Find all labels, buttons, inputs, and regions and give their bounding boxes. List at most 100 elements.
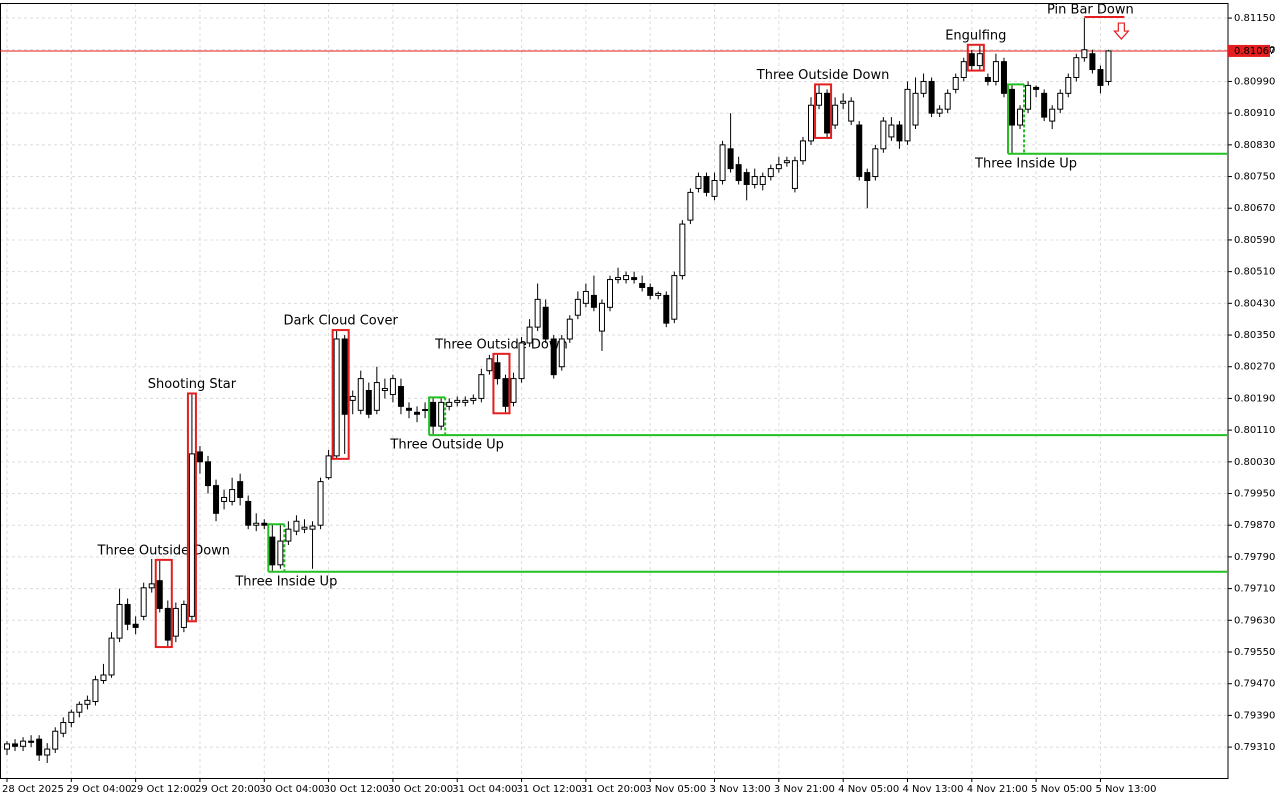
candle-body xyxy=(687,191,694,221)
candle-body xyxy=(317,481,324,526)
pattern-box xyxy=(186,392,197,623)
candle-body xyxy=(60,722,67,734)
candle-body xyxy=(824,92,831,134)
candle-body xyxy=(615,277,622,281)
candle-body xyxy=(880,120,887,150)
y-tick-label: 0.80670 xyxy=(1234,203,1275,214)
candle-body xyxy=(156,580,163,609)
pattern-label: Pin Bar Down xyxy=(1047,3,1134,18)
candle-body xyxy=(301,526,308,530)
candle-body xyxy=(856,124,863,178)
candle-body xyxy=(631,277,638,281)
candle-body xyxy=(414,411,421,415)
candle-body xyxy=(1097,69,1104,86)
candle-body xyxy=(663,294,670,324)
candle-body xyxy=(454,399,461,403)
candle-body xyxy=(952,76,959,90)
candle-body xyxy=(751,176,758,185)
candle-body xyxy=(446,401,453,407)
candle-body xyxy=(872,148,879,178)
candle-body xyxy=(832,104,839,126)
x-tick-label: 3 Nov 21:00 xyxy=(774,784,835,795)
candle-body xyxy=(1041,92,1048,118)
x-tick-label: 5 Nov 13:00 xyxy=(1095,784,1156,795)
candle-body xyxy=(502,378,509,407)
candle-body xyxy=(148,583,155,589)
candle-body xyxy=(799,140,806,162)
x-tick-label: 31 Oct 12:00 xyxy=(517,784,582,795)
candle-body xyxy=(647,286,654,296)
candle-body xyxy=(759,176,766,185)
candle-body xyxy=(172,607,179,637)
y-tick-label: 0.80510 xyxy=(1234,267,1275,278)
candle-body xyxy=(44,748,51,756)
x-tick-label: 29 Oct 04:00 xyxy=(66,784,131,795)
y-tick-label: 0.80030 xyxy=(1234,457,1275,468)
candle-body xyxy=(486,358,493,372)
y-tick-label: 0.80590 xyxy=(1234,235,1275,246)
candle-body xyxy=(590,294,597,308)
y-tick-label: 0.79710 xyxy=(1234,584,1275,595)
candle-body xyxy=(389,378,396,395)
y-tick-label: 0.80110 xyxy=(1234,425,1275,436)
candle-body xyxy=(430,401,437,427)
y-tick-label: 0.79310 xyxy=(1234,742,1275,753)
x-tick-label: 31 Oct 04:00 xyxy=(452,784,517,795)
candle-body xyxy=(984,76,991,82)
candle-body xyxy=(108,637,115,676)
candle-body xyxy=(928,80,935,114)
candle-body xyxy=(566,318,573,340)
candle-body xyxy=(598,302,605,332)
pattern-box xyxy=(966,43,985,72)
candle-body xyxy=(1057,92,1064,110)
x-tick-label: 4 Nov 21:00 xyxy=(967,784,1028,795)
y-tick-label: 0.80430 xyxy=(1234,298,1275,309)
x-tick-label: 30 Oct 20:00 xyxy=(388,784,453,795)
y-tick-label: 0.80990 xyxy=(1234,76,1275,87)
candle-body xyxy=(840,100,847,104)
x-tick-label: 30 Oct 04:00 xyxy=(259,784,324,795)
candle-body xyxy=(373,382,380,411)
candle-body xyxy=(269,536,276,566)
x-tick-label: 31 Oct 20:00 xyxy=(581,784,646,795)
candle-body xyxy=(518,342,525,380)
pattern-box xyxy=(814,83,833,139)
candle-body xyxy=(1073,57,1080,78)
x-tick-label: 29 Oct 12:00 xyxy=(131,784,196,795)
candle-body xyxy=(783,160,790,164)
candle-body xyxy=(767,168,774,178)
pattern-label: Three Outside Up xyxy=(389,438,503,453)
candle-body xyxy=(52,730,59,750)
candle-body xyxy=(285,528,292,542)
candle-body xyxy=(438,401,445,427)
candle-body xyxy=(1025,84,1032,110)
candle-body xyxy=(607,279,613,308)
candle-body xyxy=(76,703,83,713)
candle-body xyxy=(196,451,203,463)
candle-body xyxy=(253,522,260,526)
candle-body xyxy=(124,603,131,625)
candle-body xyxy=(816,92,823,106)
candle-body xyxy=(20,740,27,747)
candle-body xyxy=(896,124,903,142)
candle-body xyxy=(727,148,734,170)
candle-body xyxy=(357,378,364,411)
candle-body xyxy=(1000,61,1007,94)
plot-frame xyxy=(0,3,1229,779)
candle-body xyxy=(462,399,469,403)
candle-body xyxy=(180,603,187,628)
current-price-tag xyxy=(1228,44,1270,57)
y-tick-label: 0.81150 xyxy=(1234,13,1275,24)
y-tick-label: 0.79870 xyxy=(1234,520,1275,531)
candle-body xyxy=(623,275,630,281)
candle-body xyxy=(84,699,91,705)
candle-body xyxy=(904,88,911,142)
candle-body xyxy=(365,390,372,415)
candle-body xyxy=(711,180,718,197)
candle-body xyxy=(116,603,123,639)
candle-body xyxy=(655,292,662,296)
candle-body xyxy=(864,172,871,182)
pattern-label: Engulfing xyxy=(945,28,1006,43)
candle-body xyxy=(397,386,404,407)
